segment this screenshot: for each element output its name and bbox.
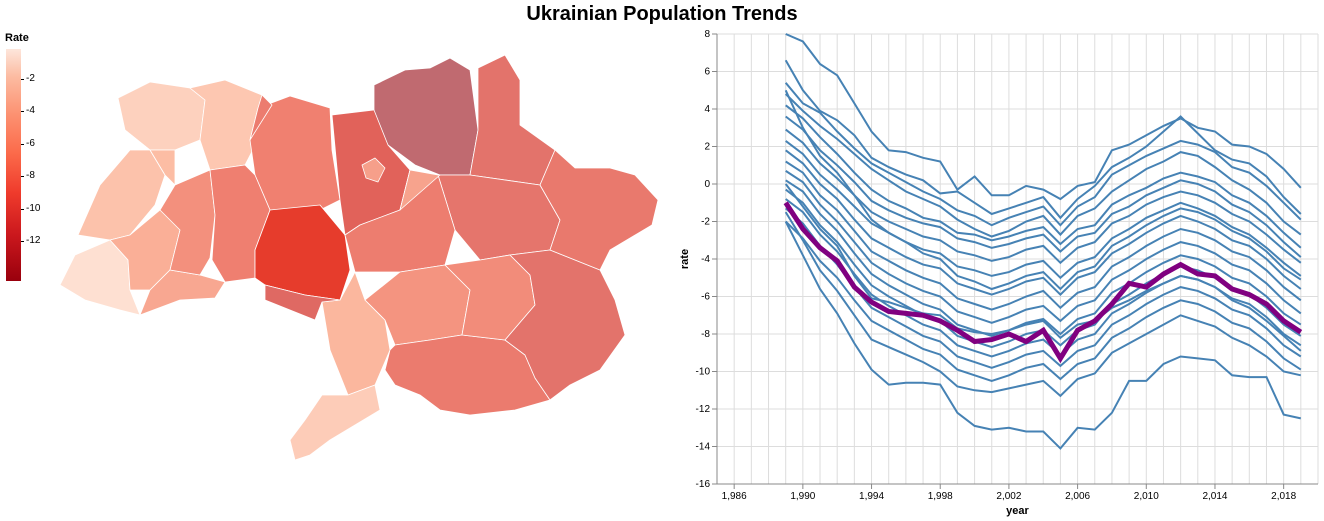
map-region[interactable] xyxy=(139,269,226,316)
x-tick-label: 2,002 xyxy=(996,491,1021,502)
map-region[interactable] xyxy=(539,149,659,271)
y-tick-label: -16 xyxy=(696,479,711,490)
y-tick-label: -8 xyxy=(701,329,710,340)
legend-label: -4 xyxy=(26,105,35,116)
series-line[interactable] xyxy=(785,160,1302,311)
series-line[interactable] xyxy=(785,128,1302,265)
series-line[interactable] xyxy=(784,221,1302,450)
y-tick-label: 6 xyxy=(704,67,710,78)
legend-label: -2 xyxy=(26,73,35,84)
y-tick-label: -4 xyxy=(701,254,710,265)
series-line[interactable] xyxy=(784,220,1302,382)
legend-label: -6 xyxy=(26,138,35,149)
series-line[interactable] xyxy=(784,93,1302,238)
y-tick-label: -10 xyxy=(696,367,711,378)
series-line[interactable] xyxy=(784,183,1302,352)
legend-gradient xyxy=(6,49,21,281)
x-tick-label: 1,998 xyxy=(928,491,953,502)
x-tick-label: 2,018 xyxy=(1271,491,1296,502)
series-line[interactable] xyxy=(784,211,1302,398)
map-region[interactable] xyxy=(159,169,216,276)
legend-tick xyxy=(21,176,24,177)
legend-label: -10 xyxy=(26,203,41,214)
x-tick-label: 1,990 xyxy=(790,491,815,502)
series-line[interactable] xyxy=(785,179,1302,337)
map-region[interactable] xyxy=(249,94,273,141)
x-tick-label: 2,006 xyxy=(1065,491,1090,502)
map-region[interactable] xyxy=(249,95,341,211)
series-line[interactable] xyxy=(784,82,1302,227)
map-region[interactable] xyxy=(504,249,626,401)
chart-grid xyxy=(717,33,1319,485)
series-line[interactable] xyxy=(785,140,1302,280)
legend-label: -8 xyxy=(26,170,35,181)
map-region[interactable] xyxy=(254,204,351,301)
map-region[interactable] xyxy=(361,157,386,183)
map-region[interactable] xyxy=(321,271,391,396)
series-line[interactable] xyxy=(785,207,1302,369)
y-tick-label: 4 xyxy=(704,104,710,115)
series-line[interactable] xyxy=(785,170,1302,324)
y-tick-label: 2 xyxy=(704,142,710,153)
y-tick-label: 0 xyxy=(704,179,710,190)
y-tick-label: -12 xyxy=(696,404,711,415)
legend-tick xyxy=(21,111,24,112)
map-legend: Rate -2 -4 -6 -8 -10 -12 xyxy=(4,32,54,281)
series-line[interactable] xyxy=(785,33,1302,201)
map-region[interactable] xyxy=(399,169,441,211)
y-tick-label: -14 xyxy=(696,442,711,453)
y-tick-label: -2 xyxy=(701,217,710,228)
map-region[interactable] xyxy=(344,169,456,273)
legend-tick xyxy=(21,209,24,210)
map-region[interactable] xyxy=(289,384,381,461)
series-line[interactable] xyxy=(784,59,1302,220)
y-axis-title: rate xyxy=(679,249,691,269)
map-region[interactable] xyxy=(264,284,341,321)
page-title: Ukrainian Population Trends xyxy=(526,3,798,25)
legend-tick xyxy=(21,144,24,145)
x-tick-label: 2,014 xyxy=(1202,491,1227,502)
legend-label: -12 xyxy=(26,235,41,246)
series-line[interactable] xyxy=(785,149,1302,296)
x-axis-title: year xyxy=(1006,505,1029,517)
x-tick-label: 1,994 xyxy=(859,491,884,502)
series-line[interactable] xyxy=(784,89,1302,291)
legend-tick xyxy=(21,79,24,80)
y-tick-label: 8 xyxy=(704,29,710,40)
legend-tick xyxy=(21,241,24,242)
y-tick-label: -6 xyxy=(701,292,710,303)
series-line[interactable] xyxy=(785,104,1302,249)
series-lines xyxy=(784,33,1302,450)
legend-title: Rate xyxy=(5,32,29,44)
highlighted-series-line[interactable] xyxy=(783,201,1303,364)
x-tick-label: 1,986 xyxy=(722,491,747,502)
series-line[interactable] xyxy=(785,115,1302,258)
choropleth-map xyxy=(59,54,659,461)
x-tick-label: 2,010 xyxy=(1134,491,1159,502)
